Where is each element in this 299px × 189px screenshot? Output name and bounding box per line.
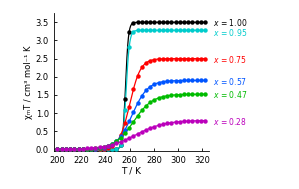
Y-axis label: χₘT / cm³ mol⁻¹ K: χₘT / cm³ mol⁻¹ K xyxy=(24,46,33,119)
Text: $x$ = 0.95: $x$ = 0.95 xyxy=(213,27,248,38)
Text: $x$ = 0.47: $x$ = 0.47 xyxy=(213,89,248,100)
X-axis label: T / K: T / K xyxy=(122,167,141,175)
Text: $x$ = 0.57: $x$ = 0.57 xyxy=(213,76,247,87)
Text: $x$ = 0.28: $x$ = 0.28 xyxy=(213,115,247,127)
Text: $x$ = 0.75: $x$ = 0.75 xyxy=(213,54,247,65)
Text: $x$ = 1.00: $x$ = 1.00 xyxy=(213,17,248,28)
